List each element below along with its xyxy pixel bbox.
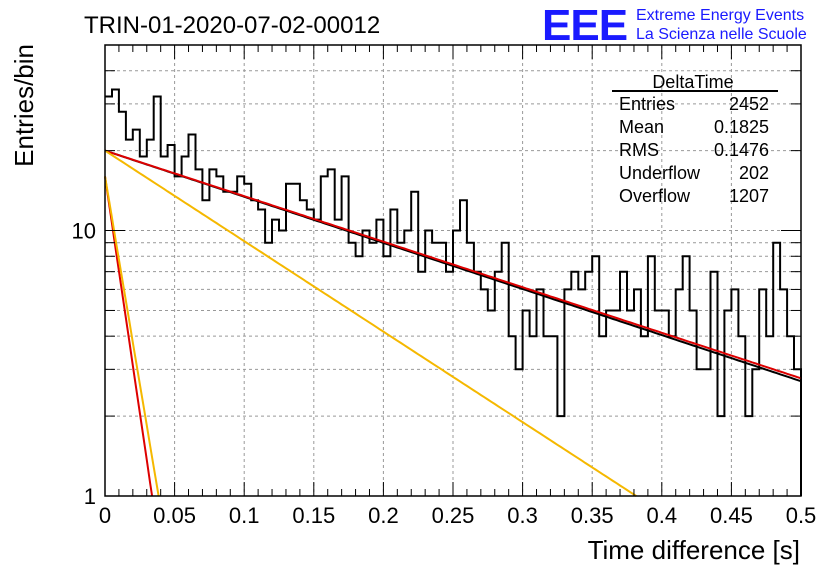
stats-title: DeltaTime (652, 72, 733, 92)
x-tick-label: 0.4 (647, 503, 678, 528)
logo-line2: La Scienza nelle Scuole (636, 26, 807, 43)
stats-row-label: RMS (619, 140, 659, 160)
x-tick-label: 0 (99, 503, 111, 528)
eee-logo-mark: EEE (542, 1, 627, 50)
stats-row-value: 202 (739, 163, 769, 183)
stats-row-label: Mean (619, 117, 664, 137)
x-tick-label: 0.15 (292, 503, 335, 528)
fit-curve-3 (104, 149, 637, 497)
x-tick-label: 0.1 (229, 503, 260, 528)
y-axis-label: Entries/bin (9, 44, 39, 167)
axis-ticks (104, 44, 802, 496)
x-axis-label: Time difference [s] (588, 535, 800, 565)
stats-row-value: 2452 (729, 94, 769, 114)
y-tick-label: 1 (84, 484, 96, 509)
stats-box: DeltaTime Entries 2452 Mean 0.1825 RMS 0.1476… (612, 72, 778, 206)
stats-row-value: 0.1825 (714, 117, 769, 137)
x-tick-label: 0.05 (153, 503, 196, 528)
logo-line1: Extreme Energy Events (636, 7, 804, 24)
x-tick-label: 0.35 (571, 503, 614, 528)
stats-row-label: Overflow (619, 186, 691, 206)
stats-row-label: Underflow (619, 163, 701, 183)
x-tick-label: 0.25 (432, 503, 475, 528)
stats-row-label: Entries (619, 94, 675, 114)
chart-title: TRIN-01-2020-07-02-00012 (84, 12, 380, 39)
x-tick-label: 0.45 (710, 503, 753, 528)
y-tick-labels: 1 10 (72, 219, 96, 509)
stats-row-value: 0.1476 (714, 140, 769, 160)
histogram-bars (105, 88, 802, 496)
stats-rows: Entries 2452 Mean 0.1825 RMS 0.1476 Underflow 2… (619, 94, 769, 206)
y-tick-label: 10 (72, 219, 96, 244)
x-tick-label: 0.3 (507, 503, 538, 528)
x-tick-label: 0.2 (368, 503, 399, 528)
fit-curve-2 (104, 149, 802, 380)
x-tick-label: 0.5 (786, 503, 817, 528)
x-tick-labels: 0 0.05 0.1 0.15 0.2 0.25 0.3 0.35 0.4 0.45 0.5 (99, 503, 816, 528)
stats-row-value: 1207 (729, 186, 769, 206)
fit-curve-4 (104, 176, 154, 497)
fit-curve-5 (104, 176, 160, 497)
fit-curves (104, 149, 802, 497)
